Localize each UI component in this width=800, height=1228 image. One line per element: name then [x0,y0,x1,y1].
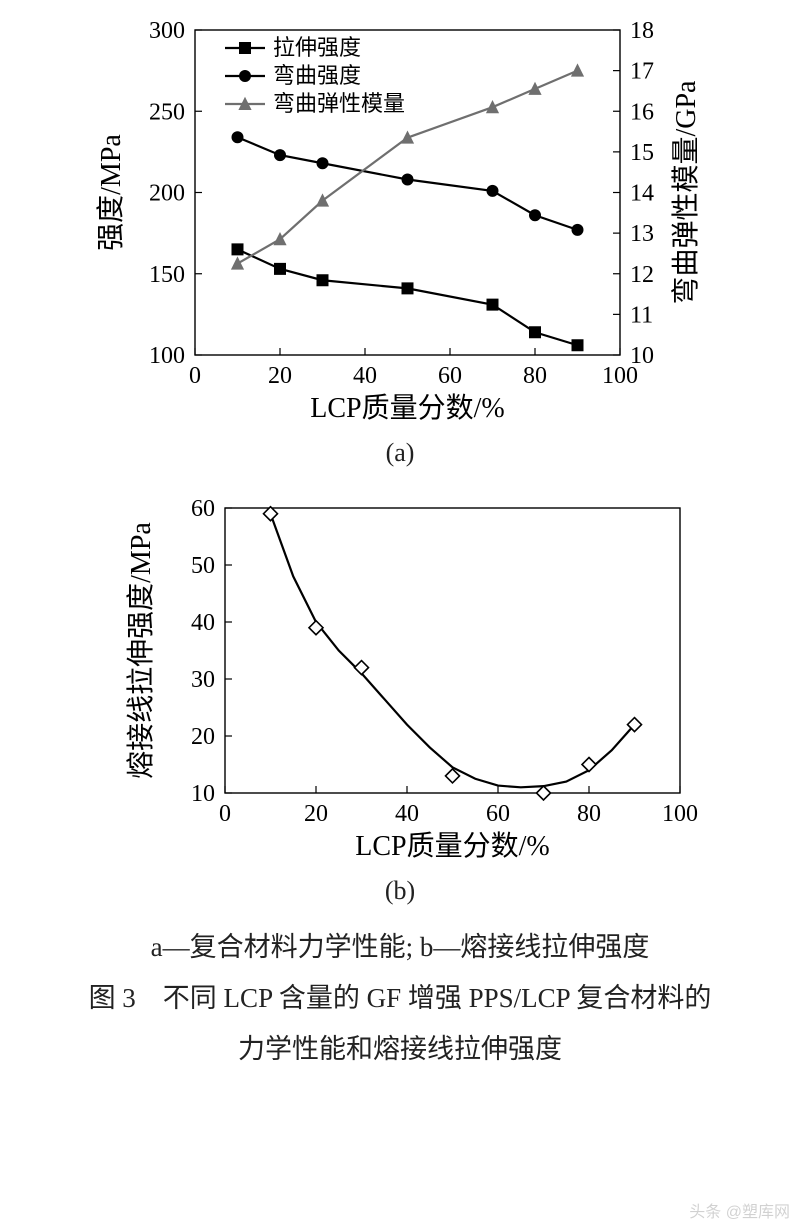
svg-text:20: 20 [304,801,328,827]
svg-text:弯曲强度: 弯曲强度 [273,63,361,88]
svg-text:80: 80 [577,801,601,827]
svg-text:17: 17 [630,59,654,85]
legend-caption: a—复合材料力学性能; b—熔接线拉伸强度 [40,926,760,969]
subcaption-b: (b) [40,876,760,906]
subcaption-a: (a) [40,438,760,468]
svg-text:弯曲弹性模量/GPa: 弯曲弹性模量/GPa [670,80,702,305]
svg-text:12: 12 [630,262,654,288]
svg-text:LCP质量分数/%: LCP质量分数/% [355,830,549,862]
chart-a: 020406080100LCP质量分数/%100150200250300强度/M… [80,10,720,430]
svg-text:16: 16 [630,99,654,125]
svg-text:40: 40 [191,610,215,636]
svg-text:80: 80 [523,363,547,389]
svg-text:10: 10 [191,781,215,807]
svg-text:60: 60 [438,363,462,389]
svg-text:40: 40 [395,801,419,827]
svg-text:20: 20 [268,363,292,389]
watermark: 头条 @塑库网 [689,1198,790,1222]
svg-text:200: 200 [149,181,185,207]
svg-text:30: 30 [191,667,215,693]
svg-text:11: 11 [630,302,653,328]
figure-caption-2: 力学性能和熔接线拉伸强度 [40,1028,760,1071]
svg-text:0: 0 [189,363,201,389]
svg-text:强度/MPa: 强度/MPa [95,134,127,251]
svg-text:100: 100 [662,801,698,827]
svg-text:60: 60 [191,496,215,522]
svg-text:60: 60 [486,801,510,827]
svg-text:20: 20 [191,724,215,750]
figure-caption-1: 图 3 不同 LCP 含量的 GF 增强 PPS/LCP 复合材料的 [40,977,760,1020]
chart-b: 0 20 40 60 80 100 LCP质量分数/% 10 20 30 40 50 60 熔接线拉伸强度… [80,488,720,868]
svg-text:18: 18 [630,18,654,44]
svg-text:50: 50 [191,553,215,579]
svg-text:15: 15 [630,140,654,166]
svg-text:弯曲弹性模量: 弯曲弹性模量 [273,91,405,116]
svg-text:300: 300 [149,18,185,44]
svg-text:拉伸强度: 拉伸强度 [273,35,361,60]
svg-text:0: 0 [219,801,231,827]
svg-text:150: 150 [149,262,185,288]
svg-text:250: 250 [149,99,185,125]
svg-text:13: 13 [630,221,654,247]
svg-text:14: 14 [630,181,654,207]
svg-text:LCP质量分数/%: LCP质量分数/% [310,392,504,424]
svg-text:40: 40 [353,363,377,389]
svg-text:10: 10 [630,343,654,369]
svg-text:100: 100 [149,343,185,369]
svg-text:熔接线拉伸强度/MPa: 熔接线拉伸强度/MPa [125,522,157,779]
